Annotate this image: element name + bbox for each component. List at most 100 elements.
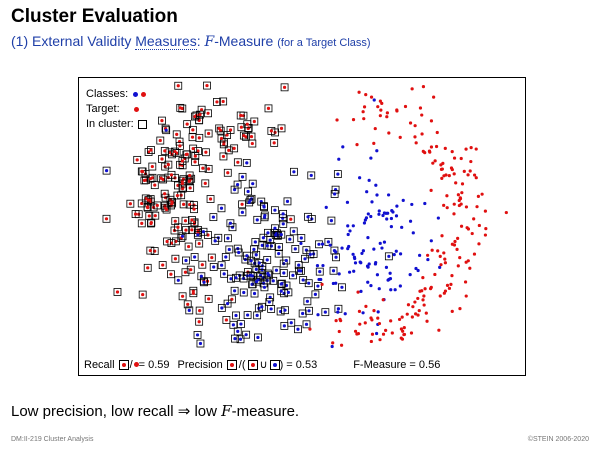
cluster-box [176, 141, 184, 150]
class-point [274, 233, 278, 237]
target-point [457, 203, 461, 208]
cluster-box [189, 144, 198, 153]
class-point [351, 224, 355, 228]
target-point [460, 191, 464, 195]
cluster-box [269, 276, 278, 285]
class-point [416, 268, 420, 273]
class-point [222, 272, 226, 276]
class-point [180, 234, 185, 238]
cluster-box [260, 202, 268, 211]
class-point [381, 213, 385, 218]
target-point [427, 149, 432, 153]
target-point [414, 312, 418, 316]
class-point [219, 206, 224, 210]
cluster-box [224, 146, 233, 155]
class-point [366, 236, 370, 240]
cluster-box [227, 274, 235, 283]
cluster-box [171, 254, 180, 263]
cluster-box [187, 225, 196, 234]
class-point [257, 261, 261, 265]
class-point [254, 253, 258, 257]
cluster-box [159, 175, 168, 184]
target-point [163, 192, 167, 196]
class-point [239, 322, 243, 326]
target-point [464, 205, 469, 209]
cluster-box [204, 109, 212, 118]
class-point [268, 238, 272, 242]
class-point [369, 156, 373, 160]
class-point [255, 313, 259, 317]
cluster-box [248, 280, 256, 289]
class-point [237, 250, 241, 255]
class-point [213, 239, 217, 243]
cluster-box [138, 290, 147, 299]
target-point [320, 282, 324, 286]
cluster-box [231, 334, 239, 343]
cluster-box [193, 331, 202, 339]
class-point [361, 311, 365, 315]
class-point [279, 233, 283, 237]
cluster-box [223, 168, 232, 177]
target-point [440, 176, 444, 180]
class-point [307, 309, 311, 313]
class-point [359, 261, 363, 265]
target-point [164, 207, 169, 212]
target-point [210, 255, 214, 260]
cluster-box [143, 263, 152, 272]
target-point [364, 304, 368, 308]
cluster-box [190, 218, 199, 227]
cluster-box [277, 230, 286, 239]
cluster-box [102, 214, 111, 223]
class-point [201, 230, 206, 234]
page-subtitle: (1) External Validity Measures: F-Measur… [11, 33, 371, 50]
cluster-box [217, 261, 226, 270]
target-point [463, 280, 468, 284]
scatter-canvas [102, 81, 508, 349]
target-point [272, 141, 276, 145]
target-point [193, 114, 197, 119]
target-point [472, 173, 477, 177]
target-point [207, 297, 211, 301]
class-point [285, 199, 290, 203]
cluster-box [201, 179, 210, 188]
precision-open: /( [238, 358, 246, 371]
target-point [445, 194, 449, 198]
cluster-box [194, 147, 202, 155]
target-point [351, 118, 356, 122]
class-point [326, 240, 331, 244]
target-point [184, 228, 188, 232]
cluster-box [162, 126, 171, 135]
cluster-box [242, 132, 250, 141]
cluster-box [178, 232, 187, 241]
cluster-box [263, 255, 272, 264]
class-point [423, 201, 427, 206]
class-point [305, 299, 309, 303]
class-point [384, 265, 389, 270]
cluster-box [191, 157, 199, 166]
target-point [373, 126, 377, 131]
class-point [301, 278, 305, 282]
cluster-box [332, 253, 340, 262]
target-point [406, 303, 411, 307]
class-point [340, 285, 344, 289]
measures-link[interactable]: Measures [135, 33, 197, 50]
cluster-box [239, 288, 248, 297]
class-point [398, 252, 403, 256]
class-point [343, 312, 347, 316]
cluster-box [255, 259, 264, 267]
target-point [413, 135, 417, 139]
target-point [356, 290, 360, 294]
target-point [411, 305, 415, 309]
target-point [381, 332, 386, 336]
class-point [382, 240, 387, 244]
target-point [153, 214, 157, 218]
target-point [145, 205, 150, 209]
class-point [321, 263, 325, 268]
class-point [280, 282, 284, 286]
class-point [372, 247, 376, 251]
target-point [155, 203, 159, 208]
cluster-box [185, 306, 194, 315]
class-point [238, 337, 243, 341]
class-point [211, 215, 215, 219]
class-point [411, 231, 415, 235]
